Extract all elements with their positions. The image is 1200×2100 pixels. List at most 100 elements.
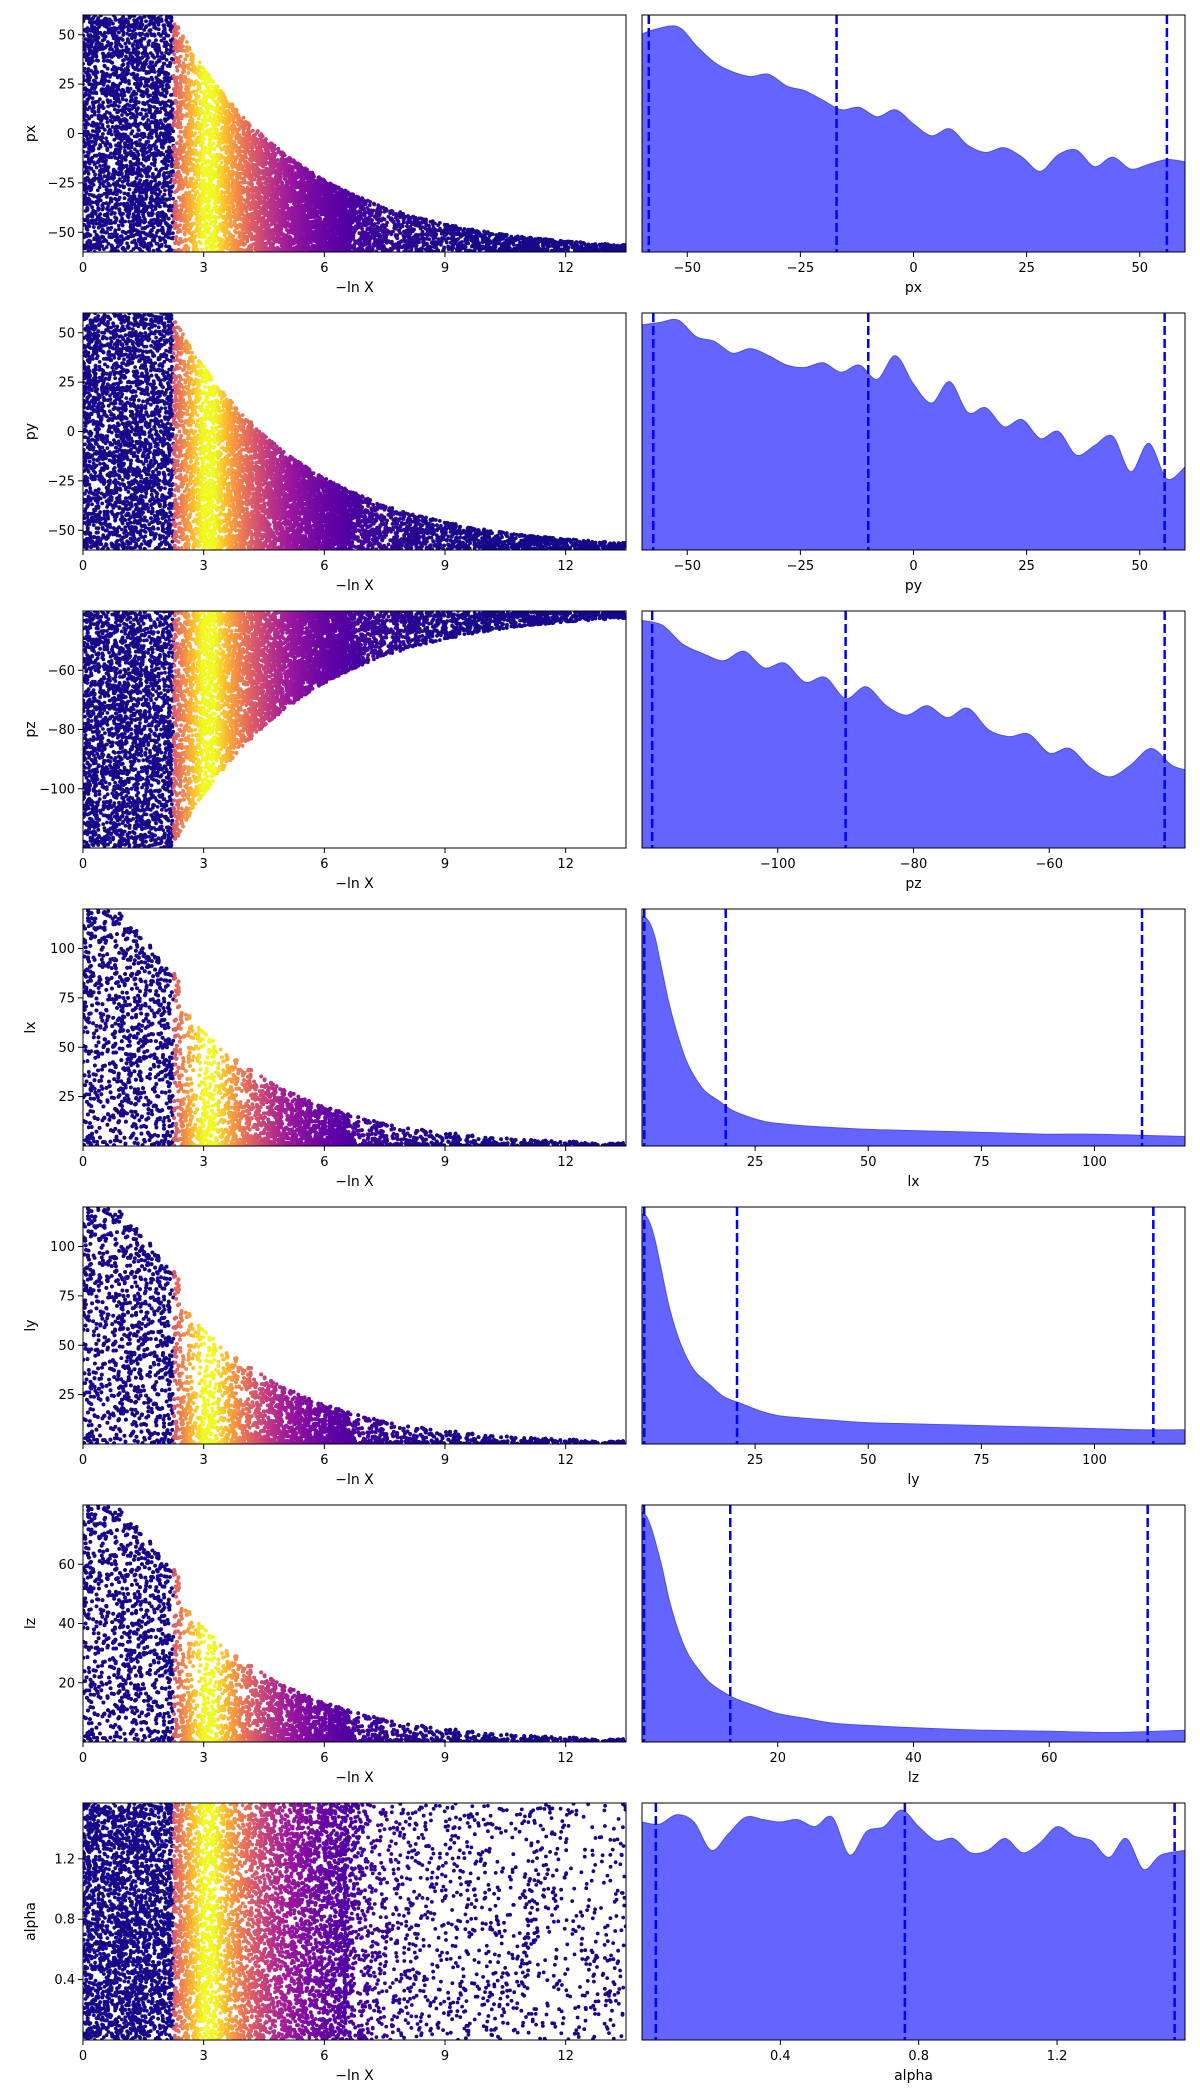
scatter-point <box>132 228 136 232</box>
scatter-point <box>89 188 93 192</box>
scatter-point <box>156 54 160 58</box>
scatter-point <box>152 92 156 96</box>
scatter-point <box>130 33 134 37</box>
scatter-point <box>98 195 102 199</box>
scatter-point <box>148 94 152 98</box>
scatter-point <box>554 243 558 247</box>
scatter-point <box>122 63 126 67</box>
scatter-point <box>86 45 90 49</box>
scatter-point <box>106 182 110 186</box>
scatter-point <box>124 98 128 102</box>
scatter-point <box>127 79 131 83</box>
scatter-point <box>139 43 143 47</box>
scatter-point <box>119 234 123 238</box>
scatter-point <box>166 223 170 227</box>
scatter-point <box>106 84 110 88</box>
scatter-point <box>92 79 96 83</box>
scatter-point <box>153 161 157 165</box>
scatter-point <box>103 238 107 242</box>
scatter-point <box>406 221 410 225</box>
scatter-point <box>150 205 154 209</box>
scatter-point <box>101 101 105 105</box>
scatter-point <box>93 230 97 234</box>
scatter-point <box>104 158 108 162</box>
scatter-point <box>102 224 106 228</box>
scatter-point <box>163 241 167 245</box>
scatter-point <box>113 93 117 97</box>
scatter-point <box>115 204 119 208</box>
scatter-point <box>126 246 130 250</box>
scatter-point <box>526 240 530 244</box>
scatter-point <box>93 163 97 167</box>
scatter-point <box>561 249 565 253</box>
scatter-point <box>469 238 473 242</box>
scatter-point <box>134 32 138 36</box>
scatter-point <box>168 232 172 236</box>
scatter-point <box>96 100 100 104</box>
scatter-point <box>137 204 141 208</box>
scatter-point <box>126 39 130 43</box>
scatter-point <box>156 212 160 216</box>
scatter-point <box>162 212 166 216</box>
scatter-point <box>152 105 156 109</box>
scatter-point <box>123 70 127 74</box>
scatter-point <box>138 191 142 195</box>
scatter-point <box>133 75 137 79</box>
scatter-point <box>127 169 131 173</box>
scatter-point <box>106 105 110 109</box>
scatter-point <box>120 113 124 117</box>
scatter-point <box>500 232 504 236</box>
scatter-point <box>117 227 121 231</box>
scatter-point <box>137 100 141 104</box>
scatter-point <box>107 80 111 84</box>
scatter-point <box>98 19 102 23</box>
scatter-point <box>129 203 133 207</box>
scatter-point <box>145 208 149 212</box>
scatter-point <box>114 45 118 49</box>
scatter-point <box>145 167 149 171</box>
scatter-point <box>169 248 173 252</box>
scatter-point <box>140 199 144 203</box>
scatter-point <box>160 17 164 21</box>
scatter-point <box>141 101 145 105</box>
scatter-point <box>139 169 143 173</box>
scatter-point <box>94 138 98 142</box>
scatter-point <box>502 241 506 245</box>
scatter-point <box>167 24 171 28</box>
scatter-point <box>512 249 516 253</box>
scatter-point <box>153 112 157 116</box>
scatter-point <box>103 192 107 196</box>
scatter-point <box>86 137 90 141</box>
scatter-point <box>114 219 118 223</box>
scatter-point <box>111 125 115 129</box>
scatter-point <box>145 88 149 92</box>
scatter-point <box>96 125 100 129</box>
scatter-point <box>112 168 116 172</box>
scatter-point <box>98 114 102 118</box>
scatter-point <box>97 239 101 243</box>
scatter-point <box>165 164 169 168</box>
scatter-point <box>163 105 167 109</box>
scatter-point <box>143 226 147 230</box>
scatter-point <box>106 221 110 225</box>
scatter-point <box>430 241 434 245</box>
scatter-point <box>158 236 162 240</box>
scatter-point <box>139 39 143 43</box>
scatter-point <box>135 66 139 70</box>
scatter-point <box>144 62 148 66</box>
scatter-point <box>96 177 100 181</box>
scatter-point <box>134 96 138 100</box>
scatter-point <box>449 241 453 245</box>
scatter-point <box>103 21 107 25</box>
scatter-point <box>160 92 164 96</box>
scatter-point <box>161 226 165 230</box>
scatter-point <box>144 19 148 23</box>
scatter-point <box>112 101 116 105</box>
scatter-point <box>102 106 106 110</box>
scatter-point <box>151 172 155 176</box>
scatter-point <box>146 127 150 131</box>
scatter-point <box>163 188 167 192</box>
scatter-point <box>136 54 140 58</box>
scatter-point <box>88 76 92 80</box>
scatter-point <box>131 44 135 48</box>
